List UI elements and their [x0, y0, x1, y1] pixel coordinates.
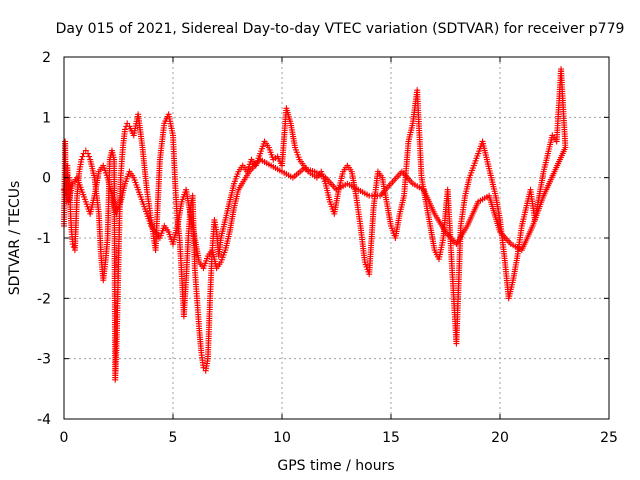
y-tick-label: 0: [42, 171, 51, 187]
x-tick-label: 20: [491, 430, 509, 446]
chart-title: Day 015 of 2021, Sidereal Day-to-day VTE…: [56, 21, 625, 37]
x-tick-label: 0: [60, 430, 69, 446]
data-point: [79, 153, 86, 160]
data-point: [78, 156, 85, 163]
data-point: [86, 153, 93, 160]
y-tick-label: 2: [42, 50, 51, 66]
y-tick-label: 1: [42, 110, 51, 126]
data-points: [61, 66, 569, 383]
data-point: [122, 126, 129, 133]
data-point: [84, 150, 91, 157]
y-tick-label: -3: [37, 352, 51, 368]
data-point: [70, 244, 77, 251]
x-tick-label: 25: [600, 430, 618, 446]
y-axis-label: SDTVAR / TECUs: [7, 181, 23, 296]
x-tick-label: 5: [169, 430, 178, 446]
x-axis-label: GPS time / hours: [277, 458, 394, 474]
y-tick-label: -2: [37, 291, 51, 307]
data-point: [562, 144, 569, 151]
data-point: [200, 364, 207, 371]
x-tick-label: 10: [273, 430, 291, 446]
axis-ticks: 0 5 10 15 20 25 -4 -3 -2 -1 0 1 2: [37, 50, 618, 446]
data-point: [124, 120, 131, 127]
y-tick-label: -4: [37, 412, 51, 428]
x-tick-label: 15: [382, 430, 400, 446]
data-point: [82, 147, 89, 154]
y-tick-label: -1: [37, 231, 51, 247]
